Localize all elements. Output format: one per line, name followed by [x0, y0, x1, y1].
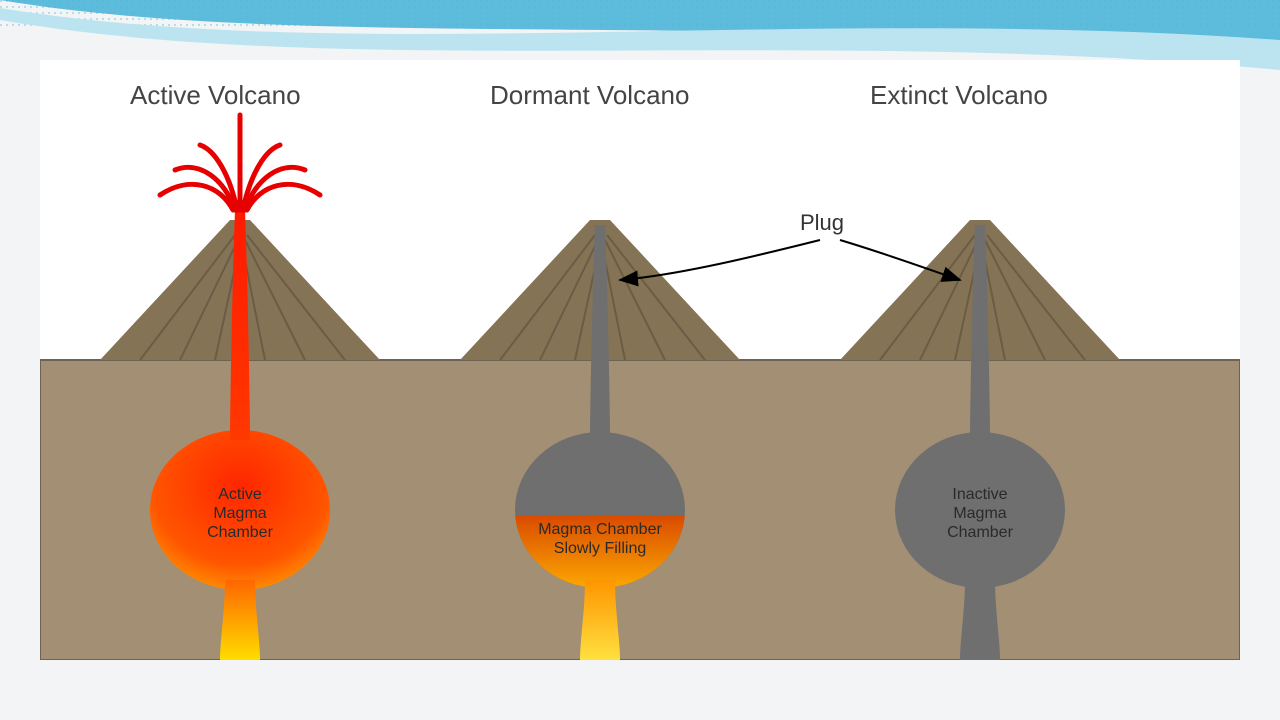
eruption-icon [160, 115, 320, 210]
dormant-chamber-label: Magma ChamberSlowly Filling [530, 520, 670, 558]
active-chamber-label: ActiveMagmaChamber [170, 485, 310, 543]
diagram-svg [40, 60, 1240, 660]
volcano-diagram: Active Volcano Dormant Volcano Extinct V… [40, 60, 1240, 660]
extinct-chamber-label: InactiveMagmaChamber [910, 485, 1050, 543]
